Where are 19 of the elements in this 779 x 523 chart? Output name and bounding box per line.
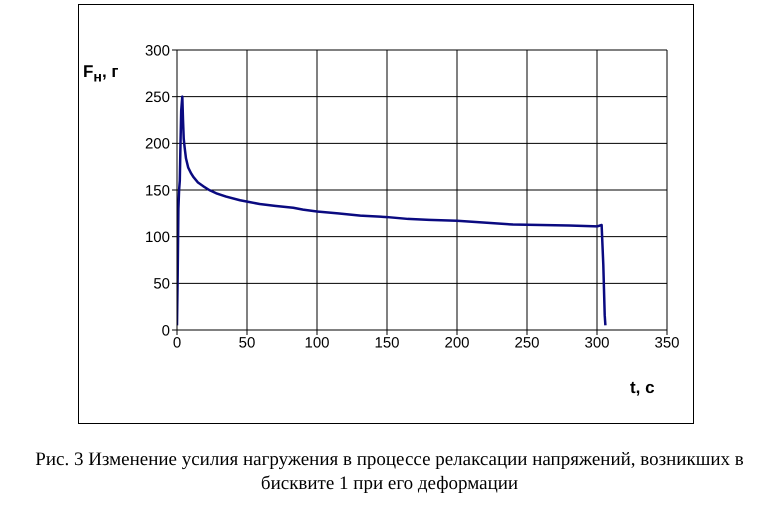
- x-axis-title: t, с: [630, 378, 655, 398]
- x-tick-label: 300: [584, 334, 610, 352]
- y-tick-label: 300: [144, 42, 170, 60]
- y-tick-label: 100: [144, 228, 170, 246]
- x-tick-label: 200: [444, 334, 470, 352]
- x-tick-label: 100: [304, 334, 330, 352]
- line-series: [177, 95, 607, 327]
- x-tick-label: 50: [238, 334, 256, 352]
- x-tick-label: 350: [654, 334, 680, 352]
- x-tick-label: 0: [172, 334, 182, 352]
- text: Рис. 3 Изменение усилия нагружения в процессе релаксации напряжений, возникших в бисквите 1 при его деформации: [34, 448, 745, 496]
- y-tick-label: 200: [144, 136, 170, 153]
- y-tick-label: 0: [162, 322, 170, 340]
- y-tick-label: 250: [144, 88, 170, 106]
- y-tick-label: 150: [144, 182, 170, 200]
- x-tick-label: 250: [514, 334, 540, 352]
- x-tick-label: 150: [374, 334, 400, 352]
- y-axis-title: F$_{н}$, г: [83, 62, 118, 86]
- y-tick-label: 50: [153, 276, 170, 293]
